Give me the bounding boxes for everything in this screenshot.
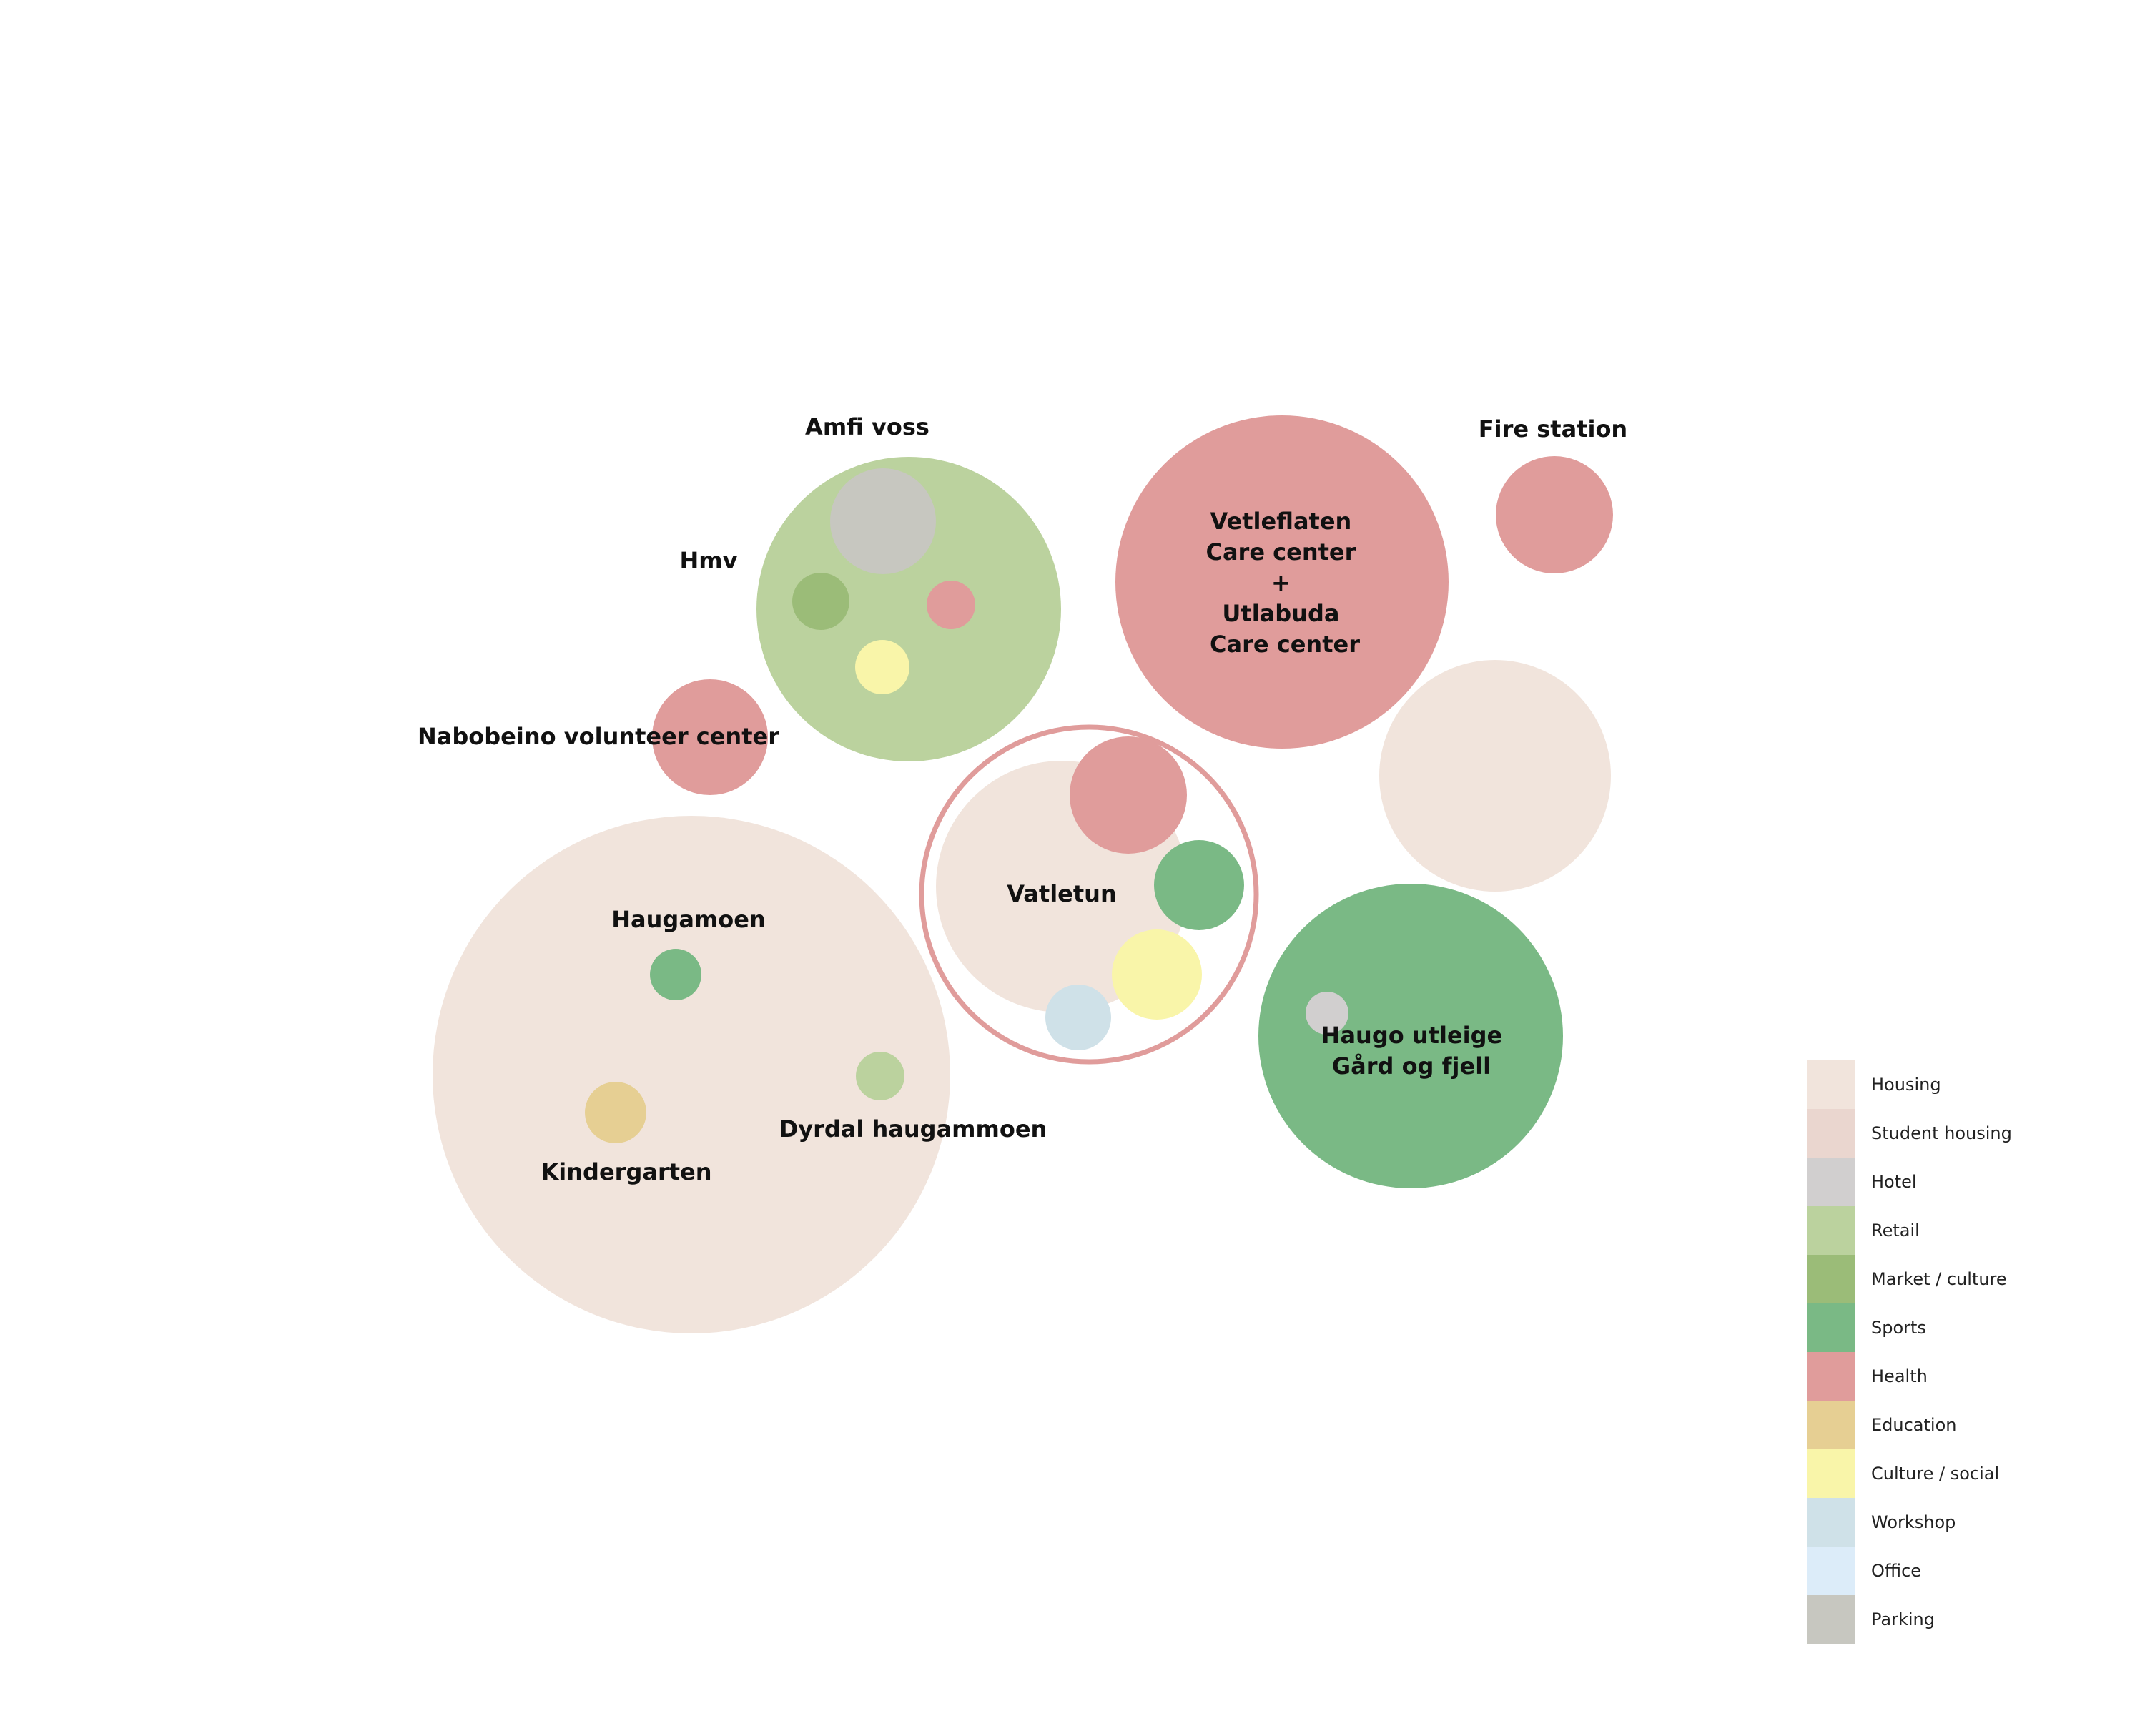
label-vetleflaten: Vetleflaten Care center + Utlabuda Care …	[1205, 508, 1364, 658]
fire-station-health-bubble	[1496, 456, 1613, 573]
legend-swatch	[1807, 1060, 1855, 1109]
legend-item-education: Education	[1807, 1401, 2107, 1449]
label-nabobeino: Nabobeino volunteer center	[418, 723, 779, 750]
label-haugo-utleige: Haugo utleige Gård og fjell	[1321, 1022, 1511, 1080]
label-dyrdal: Dyrdal haugammoen	[779, 1115, 1047, 1143]
label-vetleflaten-line-4: Utlabuda	[1222, 600, 1339, 627]
legend-label: Retail	[1871, 1220, 1920, 1241]
legend-label: Parking	[1871, 1609, 1935, 1629]
dyrdal-retail-bubble	[856, 1052, 904, 1100]
amfi-voss-culture-bubble	[855, 640, 909, 694]
legend-item-student-housing: Student housing	[1807, 1109, 2107, 1158]
haugo-sports-bubble	[1258, 884, 1563, 1188]
legend-item-office: Office	[1807, 1547, 2107, 1595]
label-fire-station: Fire station	[1479, 415, 1627, 443]
label-amfi-voss: Amfi voss	[805, 413, 930, 440]
legend-label: Office	[1871, 1561, 1922, 1581]
legend-swatch	[1807, 1255, 1855, 1303]
housing-bubble-east	[1379, 660, 1611, 892]
legend-swatch	[1807, 1352, 1855, 1401]
label-vetleflaten-line-1: Vetleflaten	[1210, 508, 1352, 535]
legend-item-hotel: Hotel	[1807, 1158, 2107, 1206]
label-vetleflaten-line-2: Care center	[1205, 538, 1356, 566]
label-vatletun: Vatletun	[1007, 880, 1116, 907]
label-haugo-line-2: Gård og fjell	[1332, 1052, 1491, 1080]
vatletun-sports-bubble	[1154, 840, 1244, 930]
legend-label: Health	[1871, 1366, 1928, 1386]
legend-item-parking: Parking	[1807, 1595, 2107, 1644]
legend-item-culture-social: Culture / social	[1807, 1449, 2107, 1498]
vatletun-culture-bubble	[1112, 929, 1202, 1020]
legend-label: Sports	[1871, 1318, 1926, 1338]
legend-item-housing: Housing	[1807, 1060, 2107, 1109]
legend-swatch	[1807, 1595, 1855, 1644]
amfi-voss-parking-bubble	[830, 468, 936, 574]
amfi-voss-health-bubble	[927, 581, 975, 629]
legend-item-workshop: Workshop	[1807, 1498, 2107, 1547]
label-haugamoen: Haugamoen	[611, 906, 765, 933]
vatletun-health-bubble	[1070, 736, 1187, 854]
legend-label: Housing	[1871, 1075, 1941, 1095]
label-haugo-line-1: Haugo utleige	[1321, 1022, 1503, 1049]
haugamoen-housing-bubble	[433, 816, 950, 1333]
vetleflaten-health-bubble	[1115, 415, 1449, 749]
legend-item-health: Health	[1807, 1352, 2107, 1401]
legend-item-market-culture: Market / culture	[1807, 1255, 2107, 1303]
legend-swatch	[1807, 1401, 1855, 1449]
legend: Housing Student housing Hotel Retail Market …	[1807, 1060, 2107, 1644]
legend-swatch	[1807, 1498, 1855, 1547]
legend-label: Market / culture	[1871, 1269, 2007, 1289]
label-kindergarten: Kindergarten	[541, 1158, 712, 1185]
legend-label: Education	[1871, 1415, 1957, 1435]
haugo-hotel-bubble	[1306, 992, 1348, 1035]
legend-item-sports: Sports	[1807, 1303, 2107, 1352]
label-hmv: Hmv	[680, 547, 738, 574]
legend-label: Student housing	[1871, 1123, 2012, 1143]
legend-swatch	[1807, 1206, 1855, 1255]
legend-swatch	[1807, 1158, 1855, 1206]
haugamoen-sports-bubble	[650, 949, 701, 1000]
legend-swatch	[1807, 1449, 1855, 1498]
label-vetleflaten-line-5: Care center	[1210, 631, 1360, 658]
legend-label: Hotel	[1871, 1172, 1917, 1192]
legend-label: Culture / social	[1871, 1464, 2000, 1484]
legend-swatch	[1807, 1303, 1855, 1352]
vatletun-outline-ring	[919, 724, 1259, 1065]
nabobeino-health-bubble	[652, 679, 768, 795]
legend-swatch	[1807, 1109, 1855, 1158]
vatletun-workshop-bubble	[1045, 985, 1111, 1050]
label-vetleflaten-line-3: +	[1271, 569, 1291, 596]
legend-swatch	[1807, 1547, 1855, 1595]
kindergarten-education-bubble	[585, 1082, 646, 1143]
legend-label: Workshop	[1871, 1512, 1956, 1532]
hmv-market-bubble	[792, 573, 849, 630]
legend-item-retail: Retail	[1807, 1206, 2107, 1255]
